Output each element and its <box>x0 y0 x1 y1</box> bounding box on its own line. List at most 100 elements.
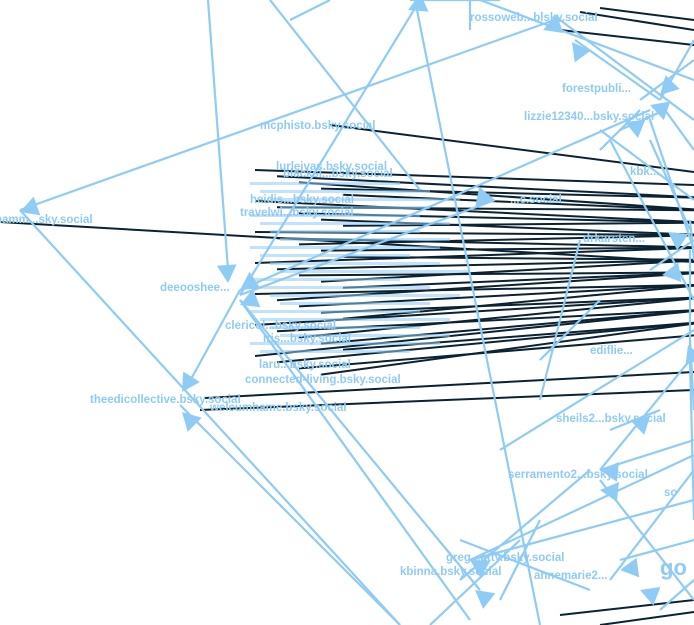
edge-light <box>499 519 541 601</box>
edge-light <box>664 109 694 151</box>
edge-light <box>429 539 521 625</box>
edge-dark <box>320 246 694 252</box>
overlapping-label-clutter <box>250 182 400 185</box>
node-label: so <box>664 487 677 499</box>
edge-light <box>538 239 582 401</box>
arrowhead <box>470 560 491 578</box>
edge-light <box>239 0 421 296</box>
arrowhead <box>685 345 694 366</box>
overlapping-label-clutter <box>250 310 420 313</box>
edge-dark <box>298 271 694 277</box>
edge-dark <box>254 310 694 357</box>
arrowhead <box>630 415 651 435</box>
node-label: go <box>660 555 687 580</box>
edge-dark <box>254 169 694 186</box>
node-label: mcphisto.bsky.social <box>260 120 375 132</box>
overlapping-label-clutter <box>270 294 460 297</box>
edge-light <box>413 0 542 625</box>
arrowhead <box>240 288 261 308</box>
edge-dark <box>204 371 694 399</box>
edge-light <box>289 0 331 21</box>
edge-dark <box>298 181 694 211</box>
arrowhead <box>620 557 640 578</box>
edge-light <box>648 139 692 231</box>
overlapping-label-clutter <box>250 342 440 345</box>
edge-dark <box>276 322 694 364</box>
edge-light <box>179 404 401 625</box>
edge-dark <box>320 309 694 345</box>
arrowhead <box>668 232 689 251</box>
arrowhead <box>662 262 682 283</box>
edge-light <box>599 109 641 151</box>
edge-light <box>688 219 694 261</box>
overlapping-label-clutter <box>260 222 450 225</box>
edge-light <box>609 139 694 301</box>
edge-dark <box>559 29 694 46</box>
edge-light <box>239 299 471 621</box>
arrowhead <box>625 119 646 138</box>
node-label: ...c.social <box>510 194 562 206</box>
overlapping-label-clutter <box>260 254 410 257</box>
overlapping-label-clutter <box>270 326 420 329</box>
edge-dark <box>559 599 694 616</box>
arrowhead <box>475 590 496 609</box>
arrowhead <box>543 14 564 34</box>
node-label: sheils2...bsky.social <box>556 413 666 425</box>
node-label: drkarsten... <box>583 233 645 245</box>
overlapping-label-clutter <box>270 198 460 201</box>
node-label: deeooshee... <box>160 282 230 294</box>
edge-dark <box>599 7 694 21</box>
edge-light <box>649 239 694 271</box>
overlapping-label-clutter <box>270 262 440 265</box>
overlapping-label-clutter <box>260 350 410 353</box>
node-label: ediflie... <box>590 345 633 357</box>
edge-light <box>239 299 481 591</box>
edge-light <box>648 119 694 251</box>
node-label: greg...atty.bsky.social <box>446 552 564 564</box>
arrowhead <box>640 586 661 606</box>
overlapping-label-clutter <box>270 230 420 233</box>
edge-light <box>599 129 694 201</box>
edge-light <box>559 19 694 121</box>
node-label: lurleivas.bsky.social <box>276 161 387 173</box>
edge-light <box>499 329 694 451</box>
overlapping-label-clutter <box>250 246 440 249</box>
arrowhead <box>182 412 202 432</box>
edge-dark <box>276 259 694 271</box>
overlapping-label-clutter <box>280 206 430 209</box>
edge-light <box>469 498 694 562</box>
node-label: rossoweb...blsky.social <box>470 12 598 24</box>
edge-dark <box>254 284 694 295</box>
arrowhead <box>20 196 41 216</box>
arrowhead <box>650 101 671 121</box>
edge-dark <box>254 247 694 264</box>
node-label: connected-living.bsky.social <box>245 374 401 386</box>
edge-light <box>599 359 691 471</box>
edge-light <box>539 299 601 361</box>
overlapping-label-clutter <box>280 334 450 337</box>
node-label: theedicollective.bsky.social <box>90 394 241 406</box>
edge-dark <box>599 611 694 625</box>
edge-light <box>479 0 694 82</box>
edge-dark <box>254 200 694 223</box>
node-label: kbk... <box>630 166 659 178</box>
edge-dark <box>199 389 694 411</box>
graph-arrowheads <box>20 0 694 609</box>
edge-light <box>609 469 694 581</box>
overlapping-label-clutter <box>260 190 430 193</box>
node-label: blacksi...bsky.social <box>283 168 393 180</box>
edge-dark <box>342 221 694 227</box>
edge-light <box>659 579 694 611</box>
overlapping-label-clutter <box>250 278 400 281</box>
overlapping-label-clutter <box>260 286 430 289</box>
overlapping-label-clutter <box>250 214 420 217</box>
arrowhead <box>600 462 619 482</box>
overlapping-label-clutter <box>260 318 450 321</box>
edge-dark <box>276 175 694 199</box>
arrowhead <box>408 0 429 12</box>
arrowhead <box>660 75 680 95</box>
edge-dark <box>342 284 694 320</box>
node-label: lizzie12340...bsky.social <box>524 111 654 123</box>
edge-light <box>469 454 694 561</box>
